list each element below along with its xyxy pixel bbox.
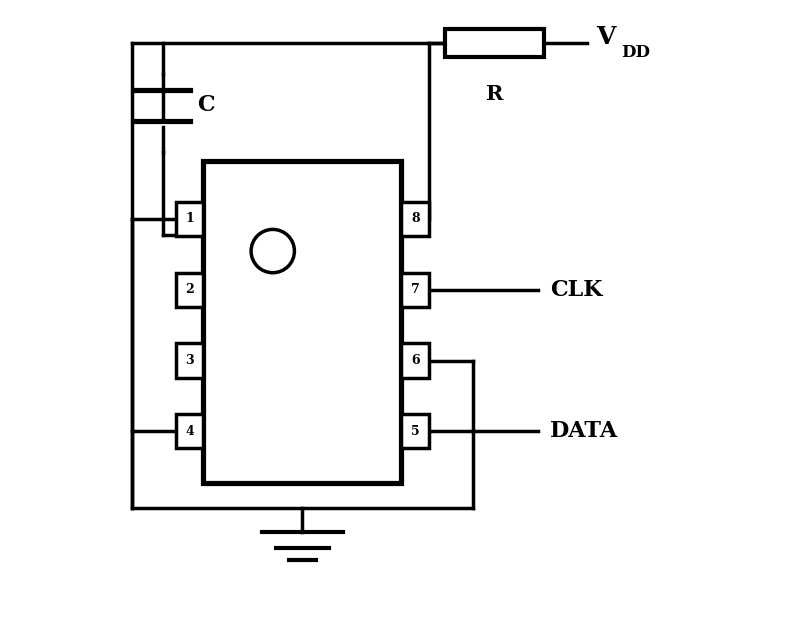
Bar [401,272,429,307]
Bar [176,414,203,448]
Text: C: C [197,94,215,116]
Bar [401,202,429,236]
Text: DATA: DATA [549,420,618,443]
Text: V: V [596,25,615,49]
Text: 1: 1 [185,212,193,225]
Bar [401,414,429,448]
Text: DD: DD [621,44,650,61]
Text: 5: 5 [411,425,419,438]
Bar [401,344,429,378]
Text: 6: 6 [411,354,419,367]
Bar [203,161,401,483]
Text: CLK: CLK [549,279,602,301]
Text: R: R [485,84,502,103]
Bar [176,272,203,307]
Text: 4: 4 [185,425,193,438]
Text: 8: 8 [411,212,419,225]
Bar [176,202,203,236]
Circle shape [251,230,294,273]
Bar [444,29,543,58]
Text: 7: 7 [411,283,419,297]
Text: 2: 2 [185,283,193,297]
Bar [176,344,203,378]
Text: 3: 3 [185,354,193,367]
